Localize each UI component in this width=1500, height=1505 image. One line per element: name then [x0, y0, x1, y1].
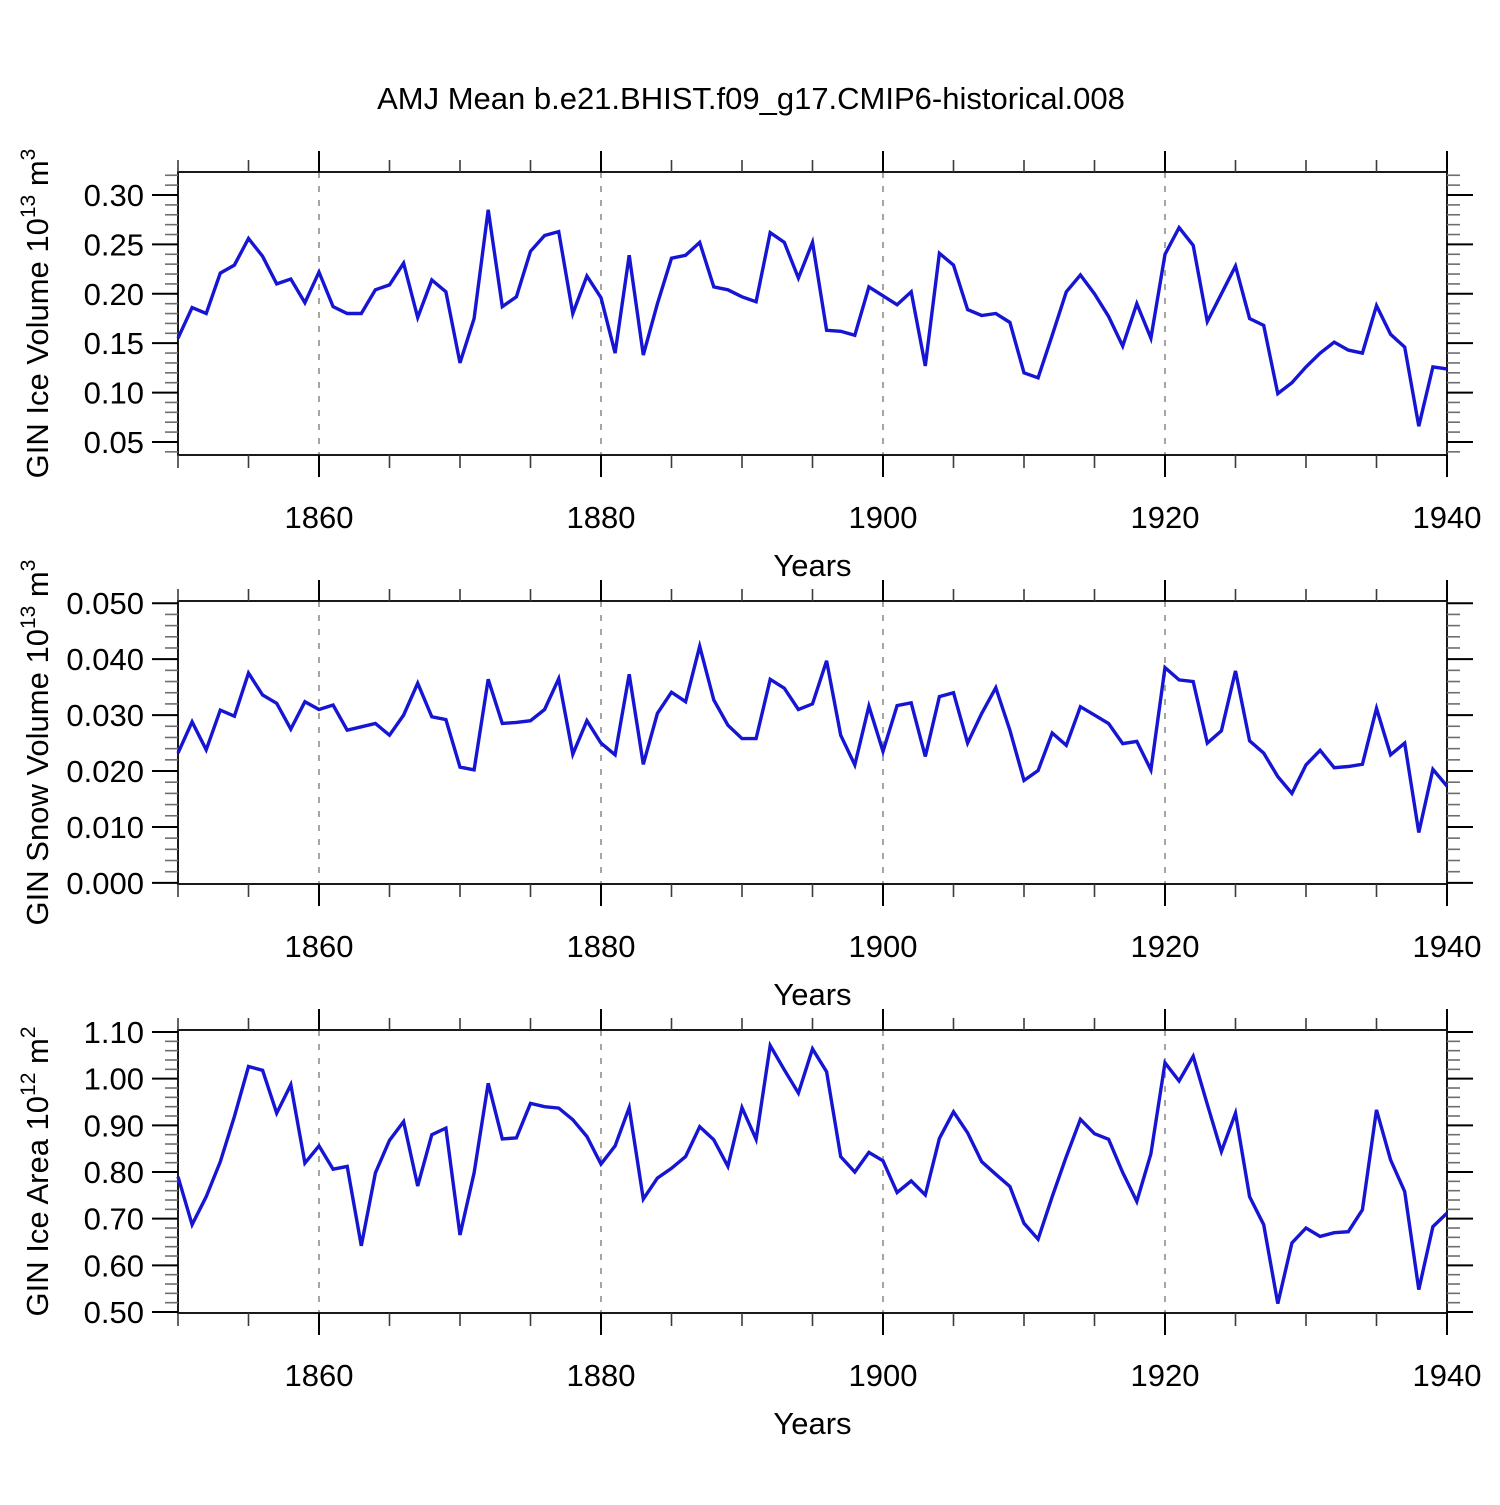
panel-ice-area: 0.50 0.60 0.70 0.80 0.90 1.00 1.10 1860 1880 1900…: [17, 1009, 1481, 1441]
panel-ice-volume: 0.05 0.10 0.15 0.20 0.25 0.30 1860 1880 1900 1920…: [17, 149, 1481, 583]
panel-snow-volume: 0.000 0.010 0.020 0.030 0.040 0.050 1860 1880 19…: [17, 560, 1481, 1012]
y-tick-label: 0.30: [84, 178, 144, 213]
x-tick-label: 1920: [1131, 1358, 1200, 1393]
ice-volume-line: [176, 209, 1448, 427]
plot-frame: [177, 171, 1448, 456]
y-tick-label: 0.040: [66, 642, 144, 677]
y-tick-label: 0.15: [84, 326, 144, 361]
y-tick-label: 0.90: [84, 1108, 144, 1143]
y-tick-label: 0.25: [84, 227, 144, 262]
x-tick-label: 1880: [567, 929, 636, 964]
panels-group: 0.05 0.10 0.15 0.20 0.25 0.30 1860 1880 1900 1920…: [17, 149, 1481, 1441]
x-tick-label: 1900: [849, 929, 918, 964]
x-tick-label: 1860: [285, 1358, 354, 1393]
x-tick-label: 1900: [849, 1358, 918, 1393]
y-tick-label: 1.10: [84, 1015, 144, 1050]
y-axis-title: GIN Ice Area 1012 m2: [17, 1026, 55, 1316]
y-tick-label: 0.10: [84, 376, 144, 411]
y-tick-label: 0.05: [84, 425, 144, 460]
y-tick-label: 0.000: [66, 866, 144, 901]
x-tick-label: 1920: [1131, 500, 1200, 535]
y-tick-label: 0.80: [84, 1155, 144, 1190]
y-axis-title: GIN Snow Volume 1013 m3: [17, 560, 55, 926]
y-tick-label: 1.00: [84, 1062, 144, 1097]
y-tick-label: 0.20: [84, 277, 144, 312]
x-tick-label: 1880: [567, 500, 636, 535]
x-tick-label: 1900: [849, 500, 918, 535]
snow-volume-line: [176, 639, 1449, 833]
y-tick-label: 0.60: [84, 1248, 144, 1283]
y-tick-label: 0.050: [66, 586, 144, 621]
plot-frame: [177, 600, 1448, 885]
x-tick-label: 1880: [567, 1358, 636, 1393]
x-tick-label: 1860: [285, 929, 354, 964]
x-axis-title: Years: [773, 1406, 851, 1441]
x-tick-label: 1920: [1131, 929, 1200, 964]
plot-frame: [177, 1029, 1448, 1314]
y-tick-label: 0.020: [66, 754, 144, 789]
y-tick-label: 0.50: [84, 1295, 144, 1330]
y-axis-title: GIN Ice Volume 1013 m3: [17, 149, 55, 479]
y-tick-label: 0.030: [66, 698, 144, 733]
x-axis-title: Years: [773, 977, 851, 1012]
ice-area-line: [176, 1040, 1449, 1304]
chart-title: AMJ Mean b.e21.BHIST.f09_g17.CMIP6-histo…: [377, 81, 1125, 116]
x-tick-label: 1860: [285, 500, 354, 535]
y-tick-label: 0.010: [66, 810, 144, 845]
x-axis-title: Years: [773, 548, 851, 583]
x-tick-label: 1940: [1413, 1358, 1482, 1393]
x-tick-label: 1940: [1413, 929, 1482, 964]
x-tick-label: 1940: [1413, 500, 1482, 535]
y-tick-label: 0.70: [84, 1202, 144, 1237]
